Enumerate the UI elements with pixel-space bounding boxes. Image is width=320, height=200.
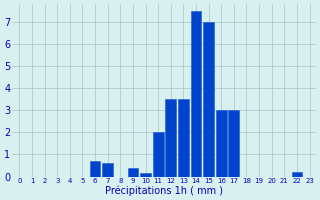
Bar: [165, 99, 176, 177]
Bar: [153, 132, 164, 177]
Bar: [178, 99, 189, 177]
Bar: [102, 163, 113, 177]
X-axis label: Précipitations 1h ( mm ): Précipitations 1h ( mm ): [105, 185, 223, 196]
Bar: [191, 11, 201, 177]
Bar: [90, 161, 100, 177]
Bar: [216, 110, 227, 177]
Bar: [140, 173, 151, 177]
Bar: [292, 172, 302, 177]
Bar: [203, 22, 214, 177]
Bar: [128, 168, 138, 177]
Bar: [228, 110, 239, 177]
